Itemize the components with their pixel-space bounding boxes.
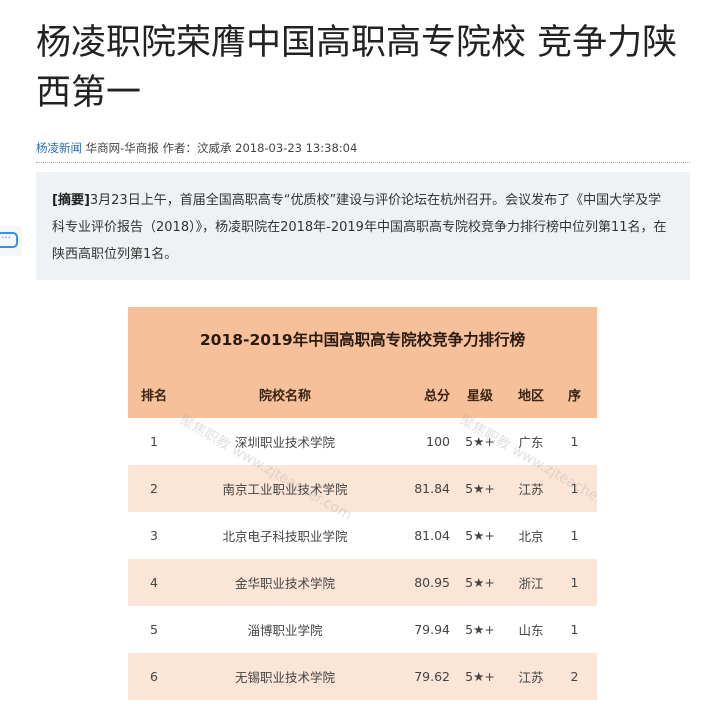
article-meta: 杨凌新闻 华商网-华商报 作者：汶威承 2018-03-23 13:38:04 [36,140,357,156]
cell-order: 1 [570,575,579,590]
cell-region: 江苏 [518,482,544,497]
cell-school: 南京工业职业技术学院 [222,482,348,497]
cell-rank: 2 [150,481,158,496]
summary-box: [摘要]3月23日上午，首届全国高职高专“优质校”建设与评价论坛在杭州召开。会议… [36,172,690,280]
divider [36,162,690,163]
cell-region: 山东 [518,623,544,638]
cell-order: 1 [570,528,579,543]
comment-dots-icon: ··· [0,232,18,248]
cell-order: 1 [570,481,579,496]
cell-school: 北京电子科技职业学院 [222,529,348,544]
article-title: 杨凌职院荣膺中国高职高专院校 竞争力陕西第一 [36,23,678,113]
cell-region: 广东 [518,435,544,450]
cell-stars: 5★+ [465,622,495,637]
cell-stars: 5★+ [465,575,495,590]
cell-school: 金华职业技术学院 [234,576,335,591]
header-score: 总分 [423,388,450,404]
cell-region: 浙江 [518,576,544,591]
cell-stars: 5★+ [465,528,495,543]
cell-score: 81.84 [414,481,450,496]
header-stars: 星级 [466,388,493,404]
table-title: 2018-2019年中国高职高专院校竞争力排行榜 [199,331,526,349]
cell-rank: 3 [150,528,158,543]
cell-stars: 5★+ [465,434,495,449]
ranking-table: 2018-2019年中国高职高专院校竞争力排行榜 排名 院校名称 总分 星级 地… [128,307,597,704]
cell-order: 1 [570,622,579,637]
cell-school: 深圳职业技术学院 [234,435,335,450]
cell-rank: 6 [150,669,158,684]
publisher: 华商网-华商报 [85,141,159,155]
cell-rank: 5 [150,622,158,637]
table-row: 5 淄博职业学院 79.94 5★+ 山东 1 [128,606,597,653]
author: 作者：汶威承 [162,141,232,155]
summary-label: [摘要] [52,193,90,208]
cell-score: 79.94 [414,622,450,637]
header-rank: 排名 [140,388,167,404]
table-row: 1 深圳职业技术学院 100 5★+ 广东 1 [128,418,597,465]
cell-order: 1 [570,434,579,449]
cell-score: 100 [426,434,450,449]
datetime: 2018-03-23 13:38:04 [235,141,358,155]
header-region: 地区 [517,388,544,404]
cell-region: 江苏 [518,670,544,685]
table-row: 4 金华职业技术学院 80.95 5★+ 浙江 1 [128,559,597,606]
header-order: 序 [567,388,581,404]
cell-stars: 5★+ [465,669,495,684]
cell-rank: 1 [150,434,158,449]
summary-text: 3月23日上午，首届全国高职高专“优质校”建设与评价论坛在杭州召开。会议发布了《… [52,193,667,262]
cell-rank: 4 [150,575,158,590]
cell-school: 无锡职业技术学院 [234,670,335,685]
table-header-row: 排名 院校名称 总分 星级 地区 序 [128,370,597,418]
header-school: 院校名称 [258,388,311,404]
table-row: 2 南京工业职业技术学院 81.84 5★+ 江苏 1 [128,465,597,512]
table-row: 3 北京电子科技职业学院 81.04 5★+ 北京 1 [128,512,597,559]
table-row: 6 无锡职业技术学院 79.62 5★+ 江苏 2 [128,653,597,700]
cell-order: 2 [570,669,579,684]
cell-score: 79.62 [414,669,450,684]
cell-school: 淄博职业学院 [247,623,323,638]
source-link[interactable]: 杨凌新闻 [36,141,82,155]
comment-button[interactable]: ··· [0,226,22,256]
cell-region: 北京 [518,529,544,544]
cell-stars: 5★+ [465,481,495,496]
cell-score: 81.04 [414,528,450,543]
cell-score: 80.95 [414,575,450,590]
